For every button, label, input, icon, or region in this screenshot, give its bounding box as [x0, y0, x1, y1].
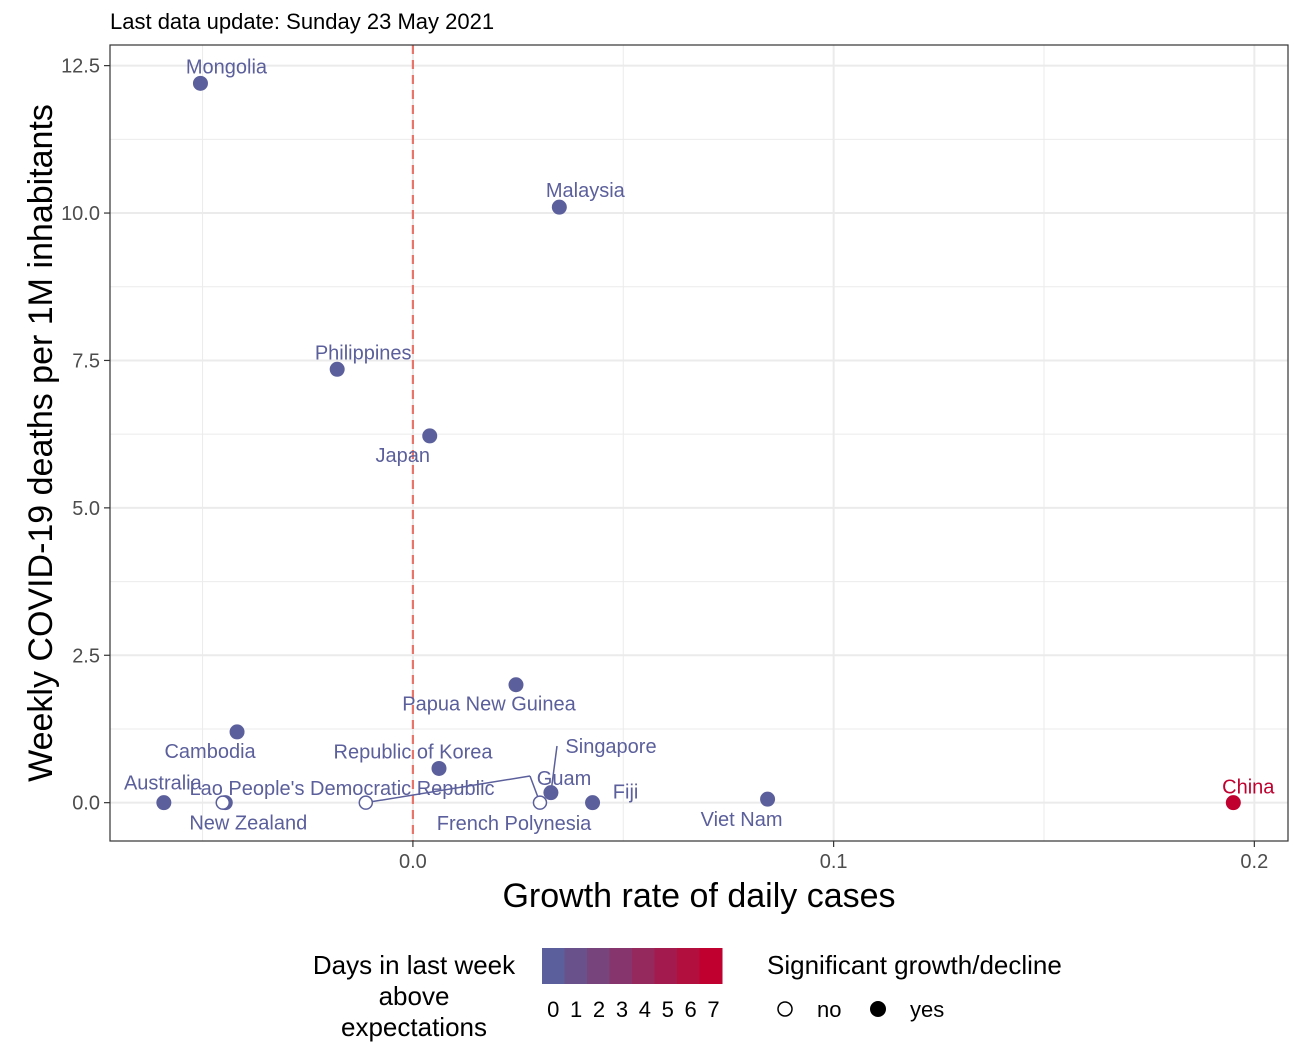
x-tick-label: 0.2 — [1240, 851, 1268, 873]
data-point — [215, 795, 231, 810]
data-point — [532, 795, 548, 810]
color-legend-value: 0 — [547, 997, 559, 1022]
label-connector — [365, 775, 531, 804]
color-legend-title-line-2: above — [379, 981, 450, 1011]
color-legend-swatch — [677, 948, 700, 984]
data-point — [543, 785, 559, 801]
y-tick-label: 12.5 — [61, 56, 100, 78]
data-point — [192, 75, 208, 91]
x-axis: 0.0 0.1 0.2 — [399, 841, 1268, 873]
data-points — [156, 75, 1241, 811]
point-label: Japan — [375, 445, 430, 467]
point-label: Mongolia — [186, 56, 268, 78]
data-point — [760, 791, 776, 807]
y-tick-label: 7.5 — [72, 350, 100, 372]
point-label: Papua New Guinea — [402, 694, 576, 716]
color-legend-swatch — [632, 948, 655, 984]
color-legend-swatch — [542, 948, 565, 984]
data-point — [358, 795, 374, 810]
color-legend-swatch — [564, 948, 588, 984]
y-tick-label: 0.0 — [72, 793, 100, 815]
point-label: Lao People's Democratic Republic — [189, 778, 494, 800]
x-tick-label: 0.0 — [399, 851, 427, 873]
data-point — [229, 724, 245, 740]
point-label: Malaysia — [546, 180, 626, 202]
shape-legend-yes-label: yes — [910, 997, 944, 1022]
data-point — [422, 428, 438, 444]
y-tick-label: 10.0 — [61, 203, 100, 225]
color-legend-swatches — [542, 948, 723, 984]
data-point — [508, 677, 524, 693]
grid-minor — [110, 45, 1288, 841]
point-label: Singapore — [565, 736, 656, 758]
y-axis: 0.0 2.5 5.0 7.5 10.0 12.5 — [61, 56, 110, 815]
x-tick-label: 0.1 — [820, 851, 848, 873]
data-point — [431, 760, 447, 776]
legend-filled-circle-icon — [870, 1001, 886, 1017]
color-legend-swatch — [654, 948, 678, 984]
point-label: China — [1222, 777, 1275, 799]
point-label: Philippines — [315, 342, 412, 364]
data-point — [585, 795, 601, 811]
label-connector — [550, 745, 558, 793]
color-legend-value: 7 — [707, 997, 719, 1022]
data-point — [551, 199, 567, 215]
point-label: Republic of Korea — [334, 741, 494, 763]
color-legend-value: 2 — [593, 997, 605, 1022]
point-label: Cambodia — [164, 741, 256, 763]
color-legend-value: 6 — [685, 997, 697, 1022]
point-label: Fiji — [613, 782, 639, 804]
shape-legend-no-label: no — [817, 997, 841, 1022]
legend-open-circle-icon — [777, 1001, 793, 1017]
data-point — [1225, 795, 1241, 811]
shape-legend: Significant growth/decline no yes — [767, 950, 1062, 1022]
color-legend-value: 4 — [639, 997, 651, 1022]
y-tick-label: 5.0 — [72, 498, 100, 520]
color-legend-swatch — [587, 948, 610, 984]
point-label: French Polynesia — [437, 813, 592, 835]
color-legend-swatch — [609, 948, 633, 984]
color-legend-value: 1 — [570, 997, 582, 1022]
plot-panel: Mongolia Malaysia Philippines Japan Papua Ne… — [109, 44, 1289, 842]
grid-major — [110, 45, 1288, 841]
x-axis-title: Growth rate of daily cases — [502, 877, 895, 915]
point-labels: Mongolia Malaysia Philippines Japan Papua Ne… — [124, 56, 1275, 835]
color-legend-title-line-1: Days in last week — [313, 950, 516, 980]
point-label: Guam — [537, 768, 591, 790]
chart-subtitle: Last data update: Sunday 23 May 2021 — [110, 9, 494, 34]
point-label: New Zealand — [189, 813, 307, 835]
point-label: Australia — [124, 773, 203, 795]
panel-border — [109, 44, 1289, 842]
color-legend-swatch — [699, 948, 723, 984]
shape-legend-title: Significant growth/decline — [767, 950, 1062, 980]
y-tick-label: 2.5 — [72, 645, 100, 667]
color-legend-title-line-3: expectations — [341, 1012, 487, 1042]
data-point — [156, 795, 172, 811]
color-legend-value: 3 — [616, 997, 628, 1022]
y-axis-title: Weekly COVID-19 deaths per 1M inhabitant… — [22, 104, 60, 782]
data-point — [329, 361, 345, 377]
color-legend-value: 5 — [662, 997, 674, 1022]
point-label: Viet Nam — [701, 809, 783, 831]
